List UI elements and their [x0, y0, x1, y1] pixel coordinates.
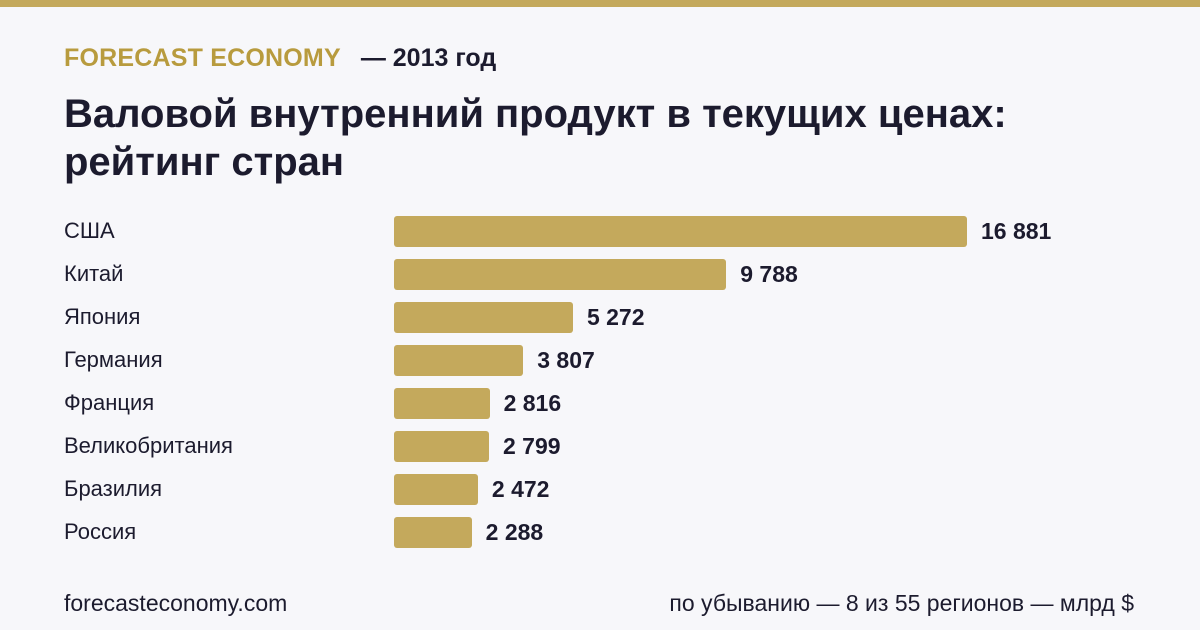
bar	[394, 345, 524, 376]
site-link[interactable]: forecasteconomy.com	[64, 590, 288, 616]
value-label: 2 816	[503, 390, 562, 416]
footer-note: по убыванию — 8 из 55 регионов — млрд $	[669, 590, 1134, 616]
top-accent-bar	[0, 0, 1200, 7]
chart-title: Валовой внутренний продукт в текущих цен…	[64, 92, 1007, 184]
category-label: Россия	[64, 519, 137, 544]
bar-row: Великобритания 2 799	[0, 429, 1200, 463]
category-label: Франция	[64, 390, 155, 415]
value-label: 16 881	[981, 218, 1052, 244]
value-label: 5 272	[586, 304, 645, 330]
value-label: 2 472	[491, 476, 550, 502]
category-label: Китай	[64, 261, 124, 286]
bar	[394, 259, 727, 290]
header: FORECAST ECONOMY — 2013 год	[64, 44, 496, 73]
bar	[394, 431, 489, 462]
bar	[394, 388, 490, 419]
bar-row: Бразилия 2 472	[0, 472, 1200, 506]
bar-row: Япония 5 272	[0, 300, 1200, 334]
bar-row: Германия 3 807	[0, 343, 1200, 377]
bar-row: Россия 2 288	[0, 515, 1200, 549]
value-label: 2 288	[485, 519, 544, 545]
category-label: Германия	[64, 347, 163, 372]
category-label: Япония	[64, 304, 141, 329]
bar-chart: США 16 881 Китай 9 788 Япония 5 272 Германия 3 …	[0, 214, 1200, 554]
category-label: Бразилия	[64, 476, 163, 501]
category-label: США	[64, 218, 115, 243]
year-note: — 2013 год	[360, 44, 497, 72]
bar	[394, 216, 967, 247]
brand-name: FORECAST ECONOMY	[64, 44, 341, 72]
bar-row: США 16 881	[0, 214, 1200, 248]
value-label: 2 799	[503, 433, 561, 459]
bar	[394, 517, 472, 548]
category-label: Великобритания	[64, 433, 233, 458]
bar-row: Китай 9 788	[0, 257, 1200, 291]
value-label: 3 807	[537, 347, 595, 373]
bar-row: Франция 2 816	[0, 386, 1200, 420]
bar	[394, 302, 573, 333]
value-label: 9 788	[740, 261, 798, 287]
bar	[394, 474, 478, 505]
